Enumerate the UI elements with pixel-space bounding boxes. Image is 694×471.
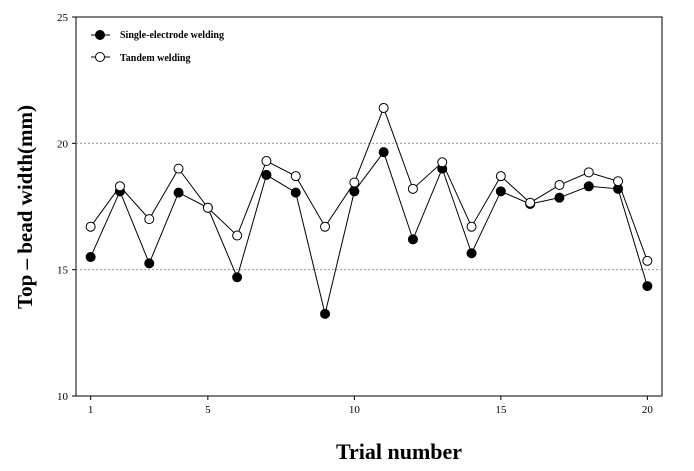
y-axis-title: Top – bead width(mm) [13, 105, 37, 309]
data-point-s1-x17 [554, 180, 565, 191]
data-point-s1-x3 [144, 214, 155, 225]
data-point-s1-x18 [583, 167, 594, 178]
data-point-s1-x20 [642, 255, 653, 266]
legend-marker-filled [95, 30, 105, 40]
legend-label-tandem: Tandem welding [120, 53, 190, 64]
data-point-s1-x16 [525, 197, 536, 208]
data-point-s0-x3 [144, 258, 155, 269]
data-point-s0-x10 [349, 186, 360, 197]
data-point-s1-x6 [232, 230, 243, 241]
data-point-s1-x1 [85, 221, 96, 232]
data-point-s1-x2 [114, 181, 125, 192]
y-axis: 10 15 20 25 [57, 12, 76, 403]
y-tick-label: 10 [57, 391, 69, 403]
data-point-s1-x4 [173, 163, 184, 174]
x-axis-title: Trial number [336, 439, 462, 464]
data-point-s1-x13 [437, 157, 448, 168]
data-point-s0-x4 [173, 187, 184, 198]
data-point-s0-x6 [232, 272, 243, 283]
data-point-s0-x14 [466, 248, 477, 259]
data-point-s0-x18 [583, 181, 594, 192]
y-tick-label: 25 [57, 12, 69, 24]
data-point-s0-x1 [85, 252, 96, 263]
series-layer [85, 102, 653, 319]
data-point-s0-x8 [290, 187, 301, 198]
y-tick-label: 15 [57, 265, 69, 277]
data-point-s1-x7 [261, 156, 272, 167]
data-point-s0-x17 [554, 192, 565, 203]
data-point-s1-x15 [495, 171, 506, 182]
x-tick-label: 10 [349, 404, 361, 416]
x-axis: 1 5 10 15 20 [88, 396, 653, 416]
y-tick-label: 20 [57, 138, 69, 150]
plot-frame [75, 16, 663, 397]
legend-label-single-electrode: Single-electrode welding [120, 30, 224, 41]
data-point-s1-x12 [407, 183, 418, 194]
data-point-s0-x20 [642, 281, 653, 292]
legend: Single-electrode welding Tandem welding [91, 30, 224, 64]
data-point-s0-x15 [495, 186, 506, 197]
data-point-s0-x11 [378, 147, 389, 158]
data-point-s1-x11 [378, 102, 389, 113]
data-point-s0-x7 [261, 169, 272, 180]
data-point-s0-x12 [407, 234, 418, 245]
data-point-s1-x19 [613, 176, 624, 187]
data-point-s1-x8 [290, 171, 301, 182]
x-tick-label: 5 [205, 404, 211, 416]
data-point-s1-x9 [320, 221, 331, 232]
data-point-s1-x5 [202, 202, 213, 213]
series-line-1 [90, 106, 648, 261]
legend-marker-open [95, 52, 105, 62]
x-tick-label: 1 [88, 404, 94, 416]
data-point-s1-x10 [349, 177, 360, 188]
grid-lines [76, 142, 662, 271]
data-point-s1-x14 [466, 221, 477, 232]
x-tick-label: 20 [642, 404, 654, 416]
x-tick-label: 15 [495, 404, 507, 416]
data-point-s0-x9 [320, 308, 331, 319]
